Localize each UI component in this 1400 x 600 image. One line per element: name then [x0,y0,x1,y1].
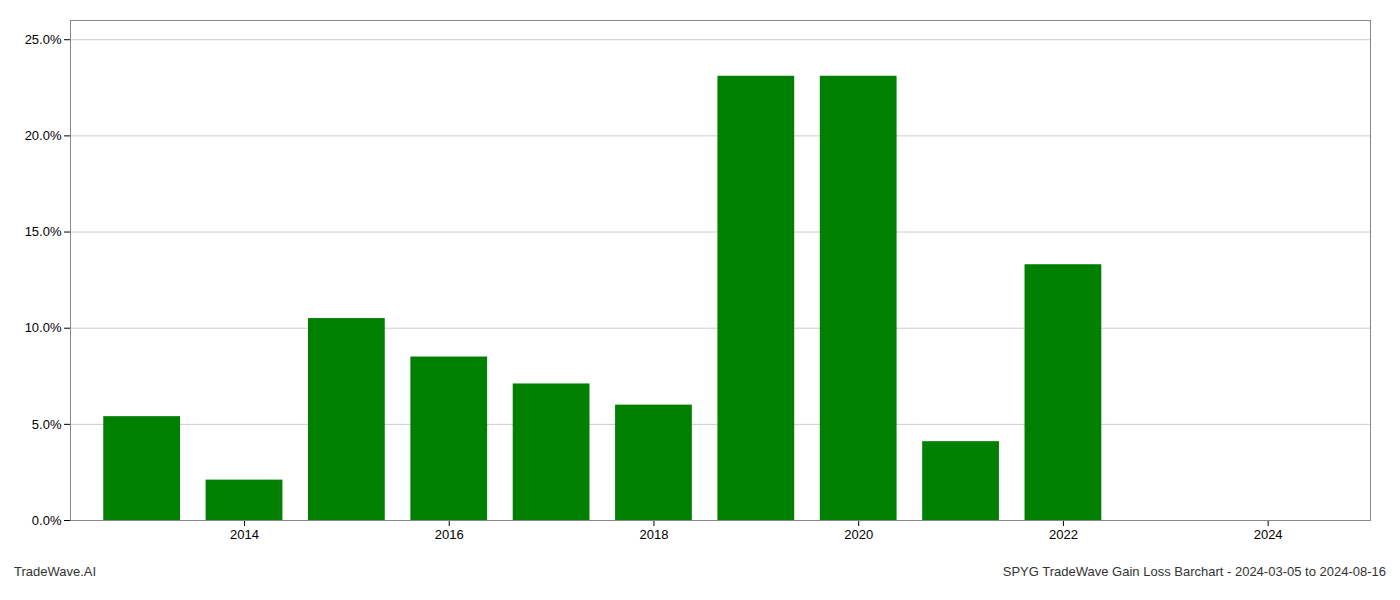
svg-text:10.0%: 10.0% [25,320,62,335]
svg-text:2014: 2014 [230,527,259,542]
svg-text:25.0%: 25.0% [25,32,62,47]
svg-text:0.0%: 0.0% [32,513,62,528]
html-text:TradeWave.AI: TradeWave.AI [14,564,97,579]
svg-text:2018: 2018 [640,527,669,542]
svg-text:15.0%: 15.0% [25,224,62,239]
svg-text:2024: 2024 [1254,527,1283,542]
svg-text:20.0%: 20.0% [25,128,62,143]
svg-text:2016: 2016 [435,527,464,542]
svg-text:5.0%: 5.0% [32,417,62,432]
svg-text:2022: 2022 [1049,527,1078,542]
html-text:SPYG TradeWave Gain Loss Barch: SPYG TradeWave Gain Loss Barchart - 2024… [1002,564,1386,579]
svg-text:2020: 2020 [844,527,873,542]
